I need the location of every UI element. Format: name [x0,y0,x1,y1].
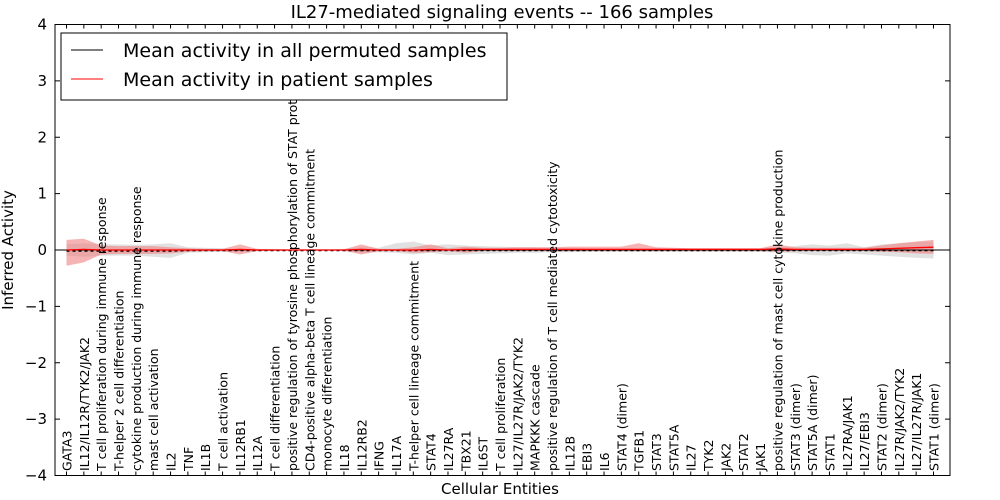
y-axis-label: Inferred Activity [0,190,17,310]
x-tick-label: IL12A [250,435,265,471]
x-tick-label: IL27RA [441,427,456,471]
x-tick-label: cytokine production during immune respon… [129,186,144,471]
x-tick-label: T-helper 2 cell differentiation [112,291,127,472]
x-tick-label: JAK2 [718,443,733,472]
x-tick-label: IL18 [337,444,352,471]
y-tick-label: 0 [37,241,47,259]
x-tick-label: MAPKKK cascade [528,364,543,471]
legend-label-permuted: Mean activity in all permuted samples [123,40,486,62]
x-tick-label: IL27R/JAK2/TYK2 [892,368,907,471]
x-tick-label: positive regulation of mast cell cytokin… [770,150,785,471]
x-tick-label: T-helper cell lineage commitment [406,261,421,472]
x-tick-label: STAT2 (dimer) [874,383,889,471]
x-tick-label: T cell proliferation during immune respo… [94,197,109,472]
x-tick-label: positive regulation of T cell mediated c… [545,161,560,471]
x-tick-label: TNF [181,447,196,472]
x-tick-label: CD4-positive alpha-beta T cell lineage c… [302,149,317,471]
x-tick-label: STAT3 (dimer) [788,383,803,471]
y-tick-label: 4 [37,16,47,34]
series-line-patient [66,246,934,251]
chart-legend: Mean activity in all permuted samples Me… [60,32,508,101]
activity-lines [55,246,950,252]
x-tick-label: TYK2 [701,440,716,472]
x-tick-label: EBI3 [580,443,595,471]
x-tick-label: STAT1 [822,433,837,471]
x-tick-label: IL17A [389,435,404,471]
x-tick-label: T cell differentiation [268,346,283,472]
x-tick-label: monocyte differentiation [320,317,335,471]
x-tick-label: IL27/IL27R/JAK1 [909,373,924,471]
x-tick-label: T cell activation [216,372,231,472]
x-tick-label: IL27RA/JAK1 [840,395,855,471]
y-tick-label: −2 [25,354,47,372]
x-tick-label: TBX21 [458,430,473,472]
x-tick-label: IL12B [562,436,577,471]
y-tick-label: −4 [25,467,47,485]
y-tick-label: 3 [37,72,47,90]
x-tick-label: STAT5A [666,424,681,471]
x-tick-label: STAT4 [424,433,439,471]
x-tick-label: TGFB1 [632,430,647,472]
x-tick-label: GATA3 [60,431,75,471]
y-tick-label: 2 [37,128,47,146]
x-tick-label: IL12/IL12R/TYK2/JAK2 [77,337,92,471]
x-tick-label: IL2 [164,452,179,471]
x-tick-label: IL6ST [476,436,491,471]
y-tick-label: 1 [37,185,47,203]
x-tick-label: mast cell activation [146,348,161,471]
x-tick-label: STAT4 (dimer) [614,383,629,471]
chart-title: IL27-mediated signaling events -- 166 sa… [291,2,714,23]
x-tick-label: T cell proliferation [493,358,508,472]
x-tick-label: STAT3 [649,433,664,471]
activity-bands [66,238,934,266]
x-tick-label: STAT5A (dimer) [805,375,820,471]
x-axis: GATA3 IL12/IL12R/TYK2/JAK2 T cell prolifer… [60,24,942,476]
x-tick-label: IL27/IL27R/JAK2/TYK2 [510,337,525,471]
x-axis-label: Cellular Entities [441,480,559,498]
x-tick-label: STAT2 [736,433,751,471]
x-tick-label: positive regulation of tyrosine phosphor… [285,81,300,471]
x-tick-label: IL12RB1 [233,419,248,471]
x-tick-label: IL6 [597,452,612,471]
x-tick-label: JAK1 [753,443,768,472]
x-tick-label: IL1B [198,444,213,471]
x-tick-label: IL12RB2 [354,419,369,471]
x-tick-label: STAT1 (dimer) [927,383,942,471]
x-tick-label: IL27/EBI3 [857,412,872,471]
y-tick-label: −1 [25,297,47,315]
y-axis: −4 −3 −2 −1 0 1 2 3 4 [25,16,950,485]
y-tick-label: −3 [25,410,47,428]
band-patient [66,238,934,266]
x-tick-label: IFNG [372,441,387,471]
x-tick-label: IL27 [684,444,699,471]
legend-label-patient: Mean activity in patient samples [123,69,433,91]
legend-box [60,32,508,101]
